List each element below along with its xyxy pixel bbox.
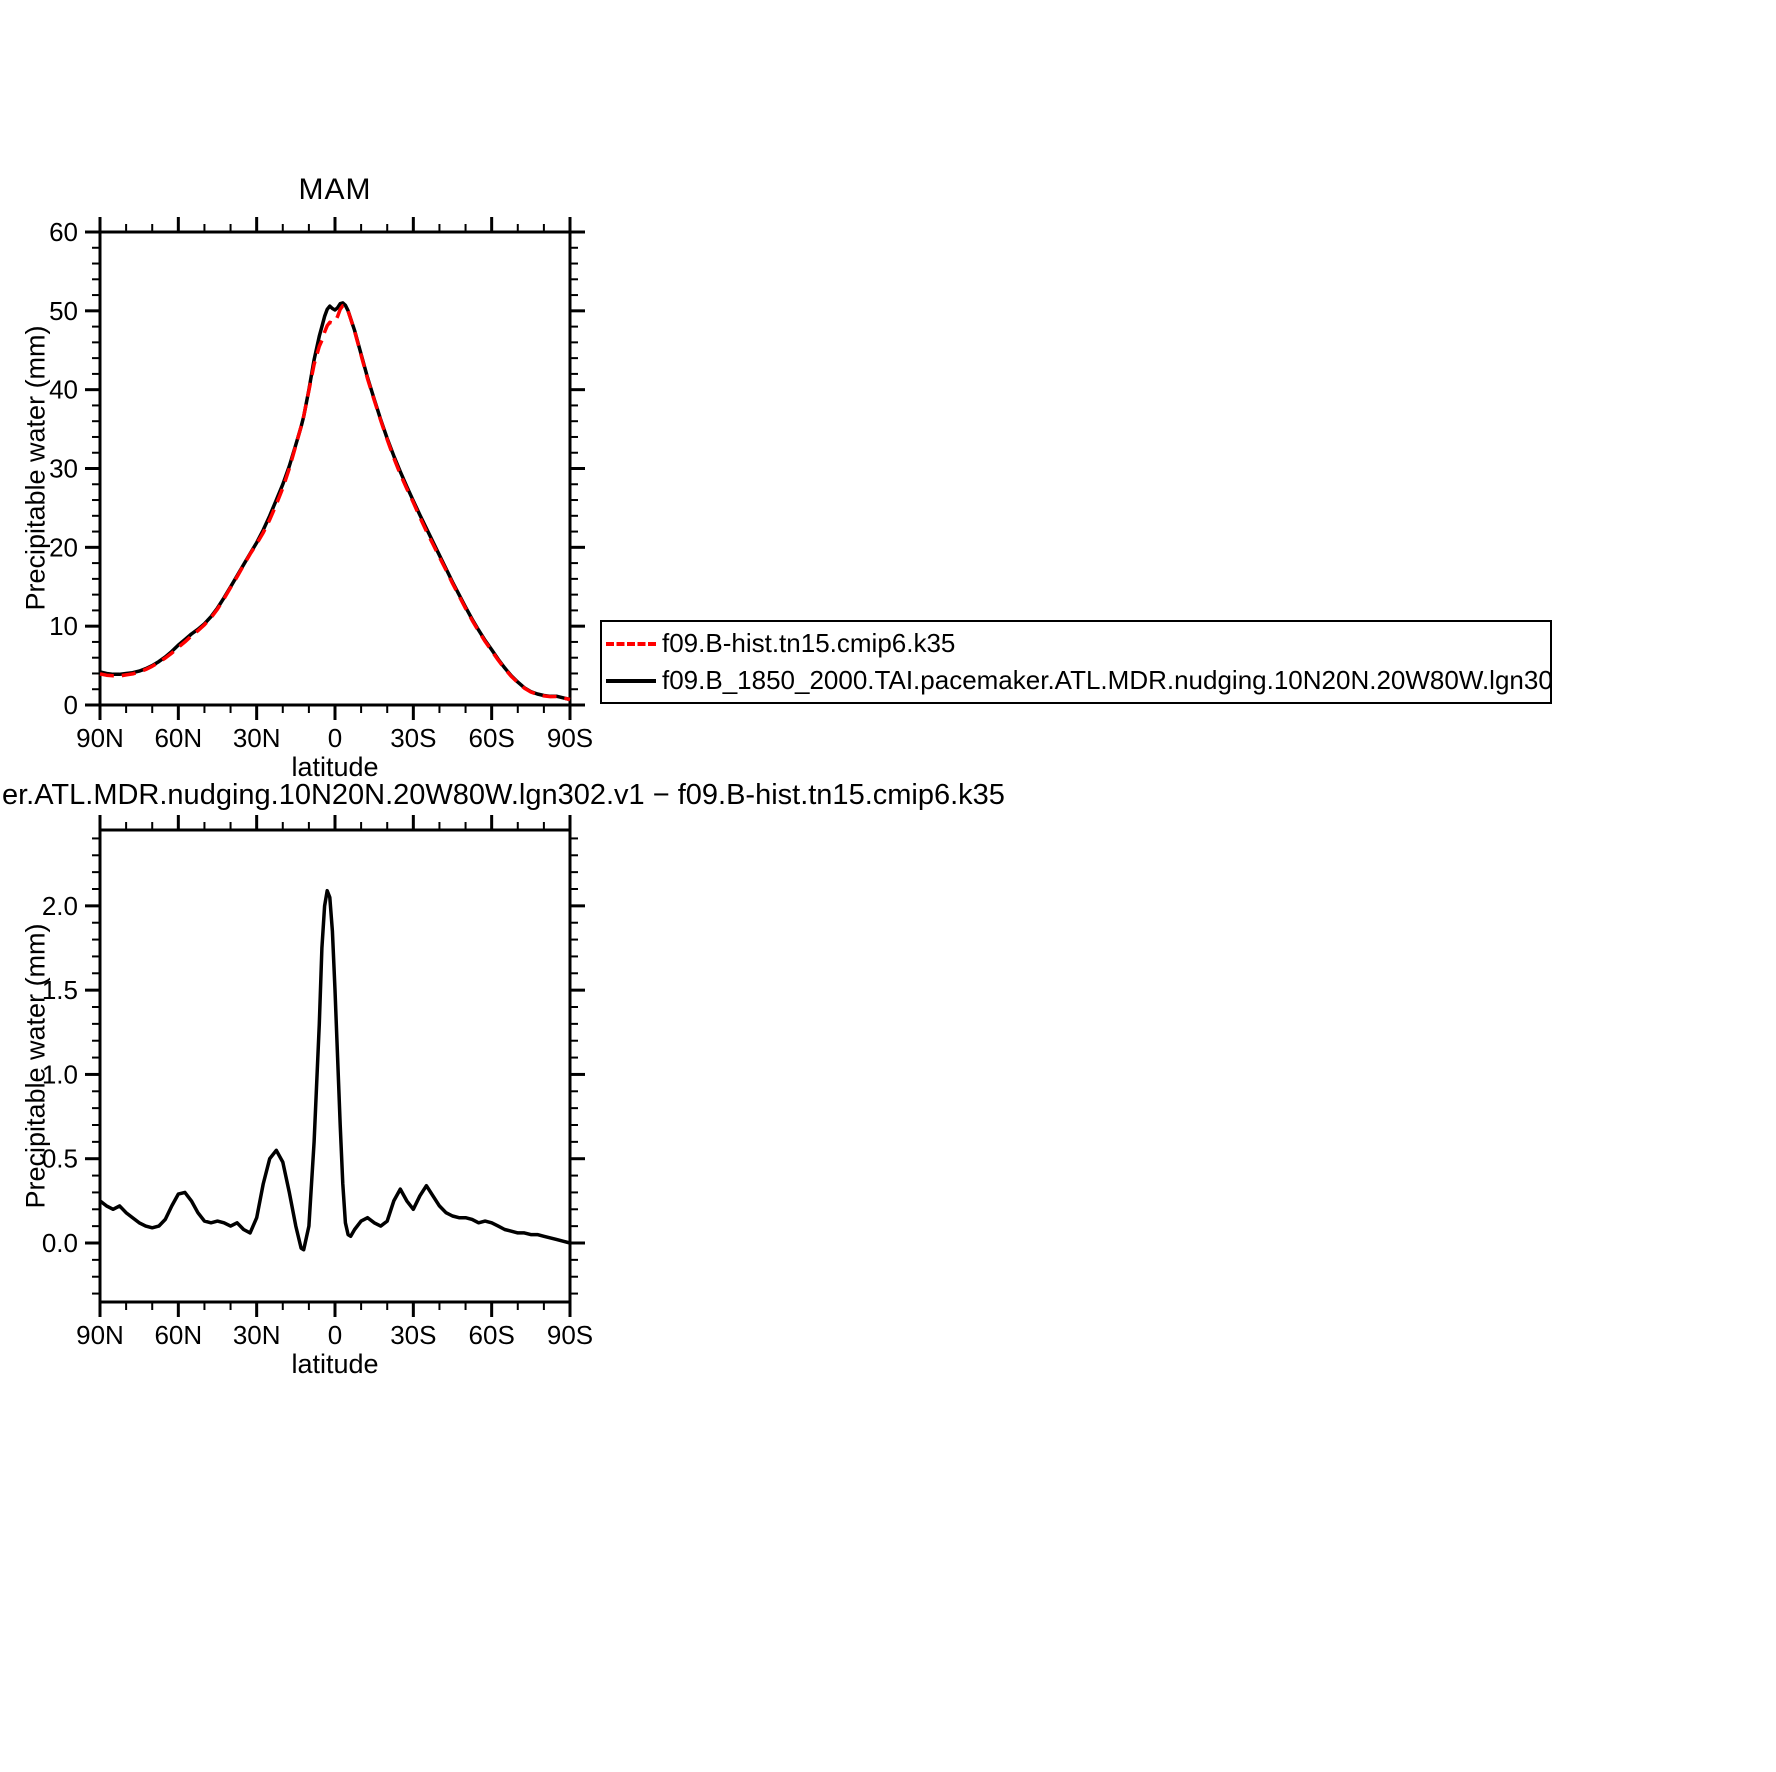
- mam-chart: 90N 60N 30N 0 30S 60S 90S 0 10 20 30 40 50 60: [49, 217, 593, 753]
- difference-chart-title: er.ATL.MDR.nudging.10N20N.20W80W.lgn302.…: [2, 779, 1005, 811]
- series-difference: [98, 888, 571, 1252]
- legend-line-sample-red-dashed: [606, 641, 656, 646]
- tick-labels: 90N 60N 30N 0 30S 60S 90S 0 10 20 30 40 50 60: [49, 217, 593, 753]
- x-tick-label: 90S: [547, 723, 593, 753]
- y-tick-label: 0: [64, 690, 78, 720]
- x-tick-label: 30S: [390, 1320, 436, 1350]
- x-tick-label: 60N: [154, 723, 202, 753]
- legend: f09.B-hist.tn15.cmip6.k35 f09.B_1850_200…: [600, 620, 1552, 704]
- x-tick-label: 60N: [154, 1320, 202, 1350]
- y-tick-label: 20: [49, 532, 78, 562]
- x-tick-label: 0: [328, 1320, 342, 1350]
- y-tick-label: 0.0: [42, 1228, 78, 1258]
- tick-labels: 90N 60N 30N 0 30S 60S 90S 0.0 0.5 1.0 1.5 2.0: [42, 891, 593, 1350]
- x-tick-label: 30N: [233, 1320, 281, 1350]
- x-tick-label: 90S: [547, 1320, 593, 1350]
- y-tick-label: 60: [49, 217, 78, 247]
- difference-x-axis-label: latitude: [291, 1349, 379, 1379]
- legend-line-sample-black-solid: [606, 678, 656, 683]
- plot-frame: [98, 828, 572, 1304]
- x-tick-label: 90N: [76, 1320, 124, 1350]
- y-tick-label: 30: [49, 454, 78, 484]
- y-tick-label: 2.0: [42, 891, 78, 921]
- x-tick-label: 90N: [76, 723, 124, 753]
- y-tick-label: 10: [49, 611, 78, 641]
- legend-label-hist: f09.B-hist.tn15.cmip6.k35: [662, 628, 956, 658]
- y-tick-label: 1.5: [42, 975, 78, 1005]
- series-pacemaker: [99, 301, 571, 702]
- y-tick-label: 50: [49, 296, 78, 326]
- difference-y-axis-label: Precipitable water (mm): [20, 923, 51, 1209]
- x-tick-label: 30S: [390, 723, 436, 753]
- mam-chart-title: MAM: [298, 173, 372, 206]
- legend-label-pacemaker: f09.B_1850_2000.TAI.pacemaker.ATL.MDR.nu…: [662, 665, 1552, 695]
- difference-chart: 90N 60N 30N 0 30S 60S 90S 0.0 0.5 1.0 1.5 2.0: [42, 815, 593, 1350]
- axes-ticks: [85, 217, 585, 720]
- x-tick-label: 0: [328, 723, 342, 753]
- x-tick-label: 60S: [469, 1320, 515, 1350]
- plot-frame: [98, 230, 572, 707]
- y-tick-label: 0.5: [42, 1144, 78, 1174]
- series-hist: [99, 303, 571, 702]
- axes-ticks: [85, 815, 585, 1317]
- legend-row-hist: f09.B-hist.tn15.cmip6.k35: [606, 628, 1546, 659]
- y-tick-label: 1.0: [42, 1059, 78, 1089]
- mam-y-axis-label: Precipitable water (mm): [20, 325, 51, 611]
- x-tick-label: 60S: [469, 723, 515, 753]
- legend-row-pacemaker: f09.B_1850_2000.TAI.pacemaker.ATL.MDR.nu…: [606, 665, 1550, 696]
- mam-x-axis-label: latitude: [291, 752, 379, 782]
- x-tick-label: 30N: [233, 723, 281, 753]
- y-tick-label: 40: [49, 375, 78, 405]
